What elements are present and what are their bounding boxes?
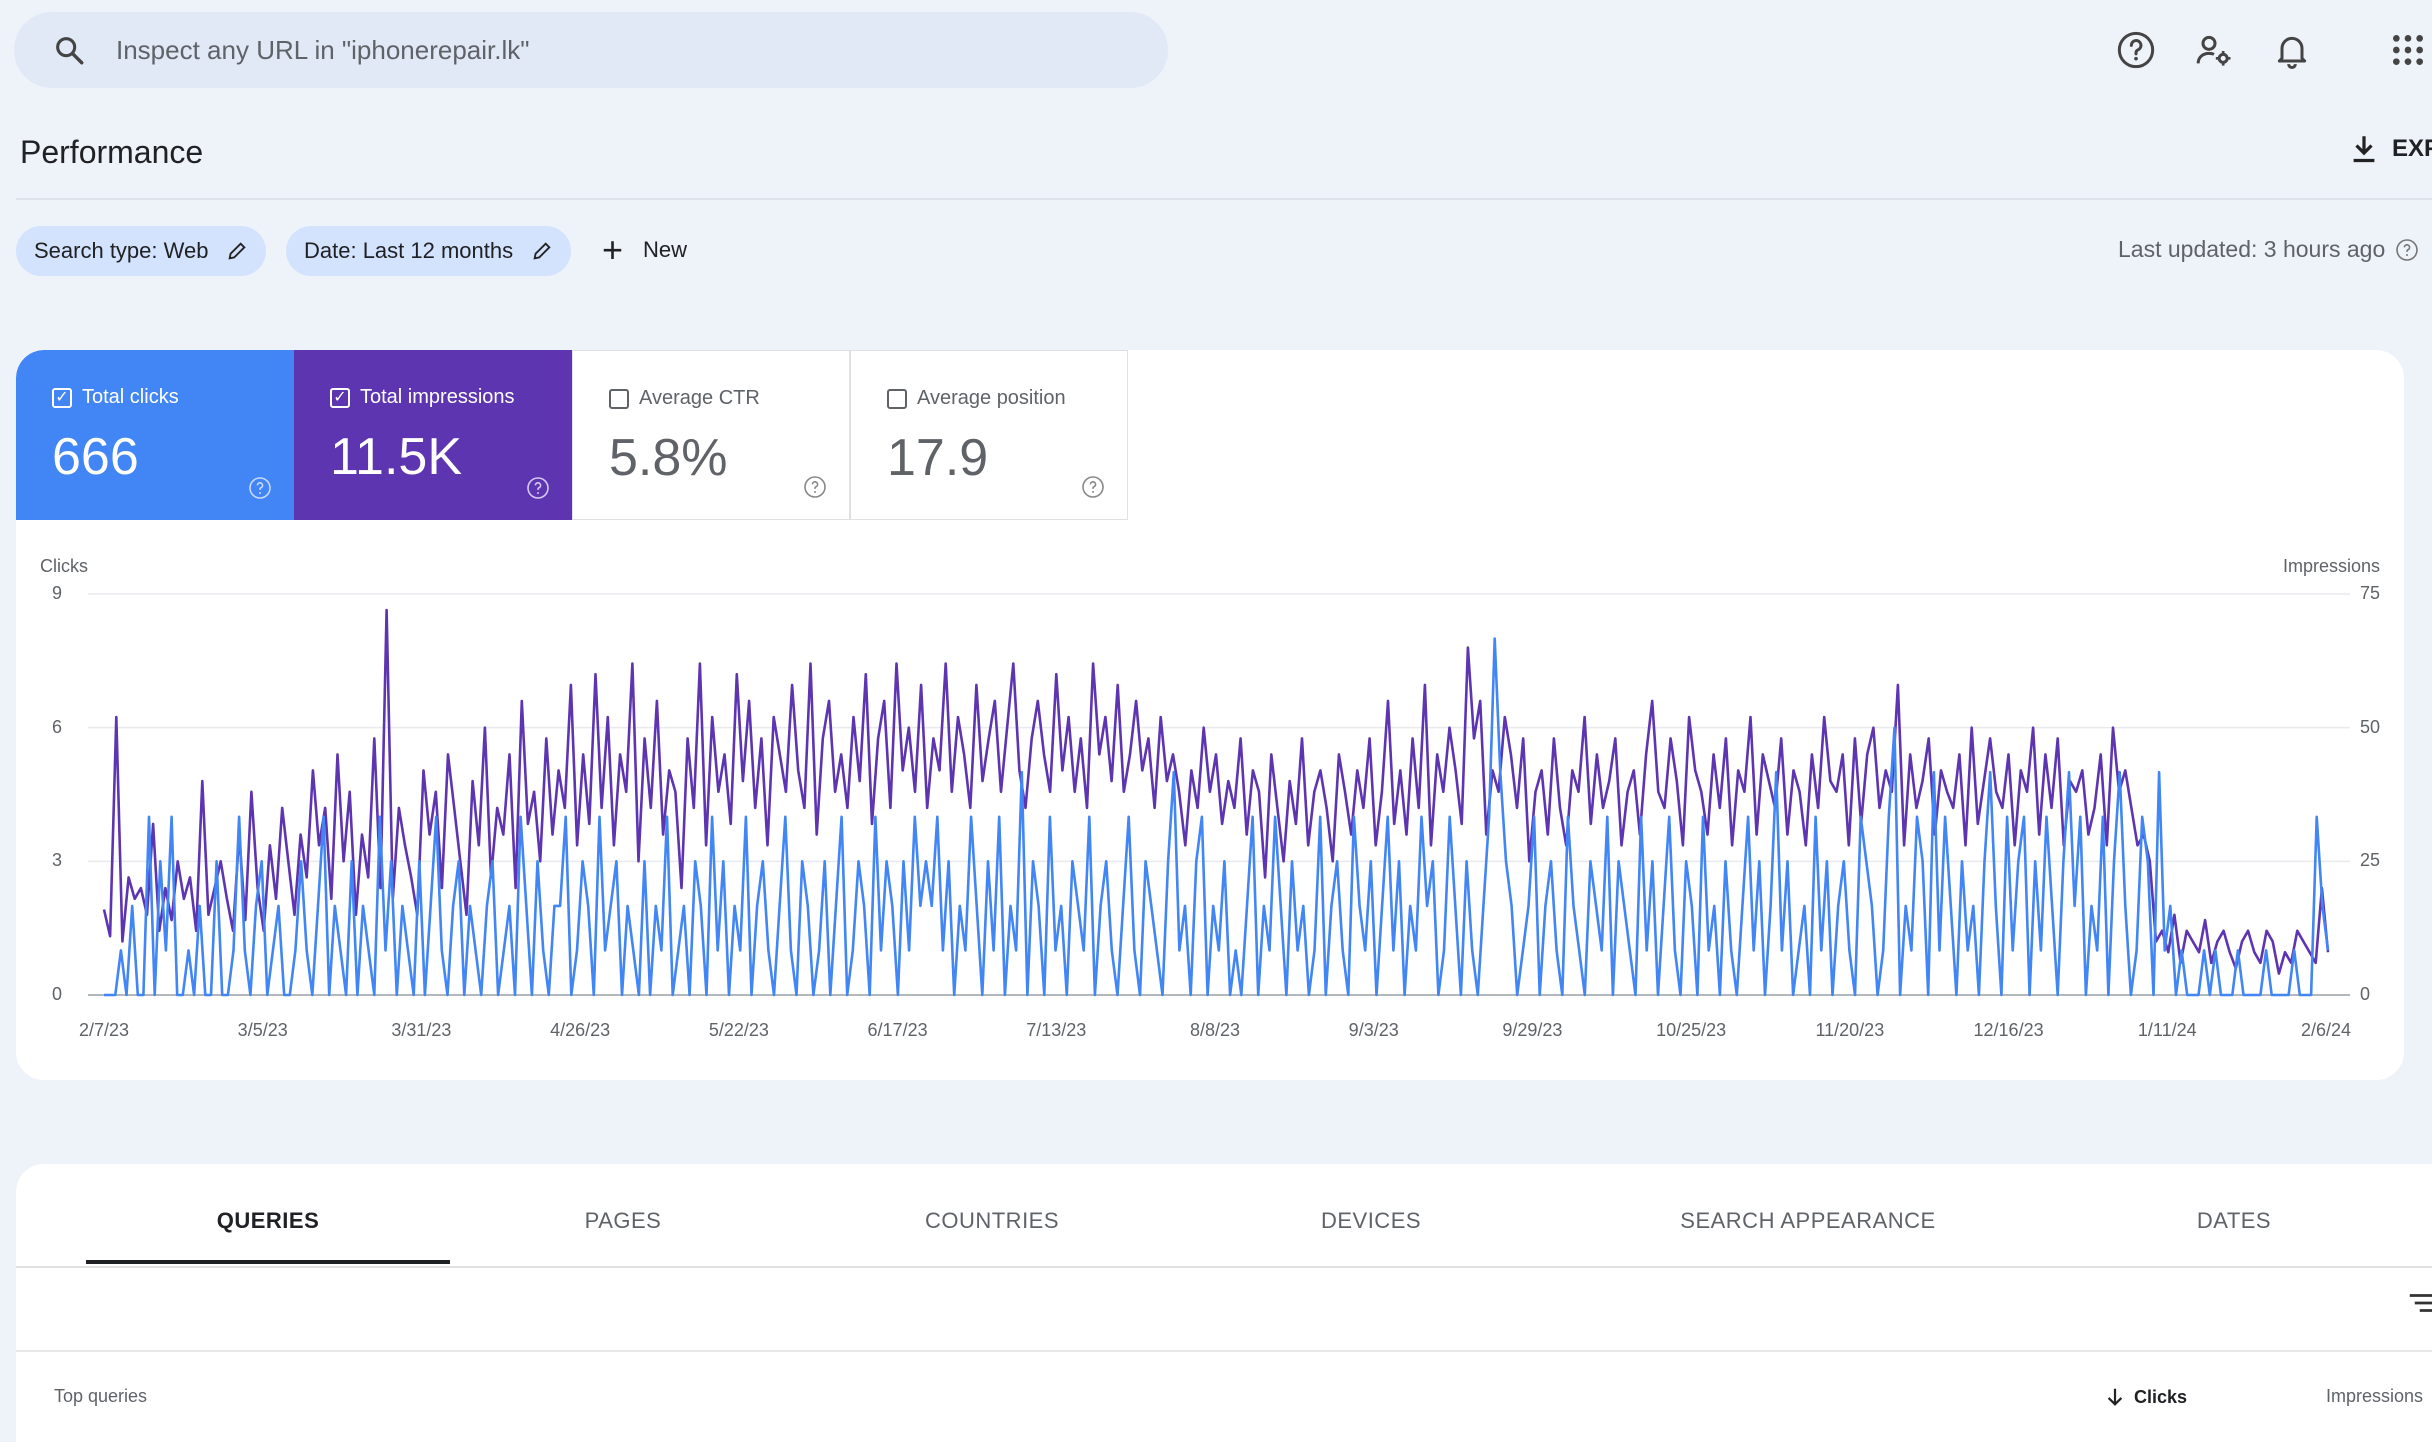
tab-search-appearance[interactable]: SEARCH APPEARANCE bbox=[1680, 1208, 1936, 1233]
left-y-tick: 9 bbox=[52, 583, 63, 603]
metric-value: 666 bbox=[52, 428, 139, 486]
x-tick-label: 10/25/23 bbox=[1656, 1020, 1727, 1040]
left-y-tick: 6 bbox=[52, 716, 63, 737]
x-tick-label: 4/26/23 bbox=[550, 1020, 611, 1040]
x-tick-label: 2/7/23 bbox=[78, 1020, 130, 1040]
edit-pencil-icon bbox=[533, 242, 551, 260]
x-tick-label: 5/22/23 bbox=[708, 1020, 769, 1040]
edit-pencil-icon bbox=[228, 242, 247, 260]
notifications-icon[interactable] bbox=[2272, 30, 2312, 70]
help-circle-icon[interactable] bbox=[1081, 475, 1105, 499]
column-header-clicks[interactable]: Clicks bbox=[2104, 1386, 2187, 1408]
metric-average-ctr[interactable]: Average CTR 5.8% bbox=[572, 350, 850, 520]
x-tick-label: 12/16/23 bbox=[1973, 1020, 2044, 1040]
last-updated-status: Last updated: 3 hours ago bbox=[2118, 236, 2419, 263]
help-circle-icon[interactable] bbox=[248, 476, 272, 500]
x-tick-label: 6/17/23 bbox=[867, 1020, 928, 1040]
metric-value: 11.5K bbox=[330, 428, 463, 486]
apps-grid-icon[interactable] bbox=[2388, 30, 2428, 70]
x-tick-label: 8/8/23 bbox=[1189, 1020, 1241, 1040]
tab-pages[interactable]: PAGES bbox=[584, 1208, 662, 1233]
metric-label: Total impressions bbox=[360, 386, 515, 408]
x-tick-label: 9/29/23 bbox=[1502, 1020, 1563, 1040]
x-tick-label: 9/3/23 bbox=[1348, 1020, 1399, 1040]
metric-total-clicks[interactable]: ✓ Total clicks 666 bbox=[16, 350, 294, 520]
column-header-impressions: Impressions bbox=[2326, 1386, 2424, 1406]
x-tick-label: 11/20/23 bbox=[1815, 1020, 1885, 1040]
metric-label: Total clicks bbox=[82, 386, 179, 408]
tab-countries[interactable]: COUNTRIES bbox=[924, 1208, 1060, 1233]
metric-total-impressions[interactable]: ✓ Total impressions 11.5K bbox=[294, 350, 572, 520]
date-range-label: Date: Last 12 months bbox=[304, 238, 514, 263]
performance-card: ✓ Total clicks 666 ✓ Total impressions 1… bbox=[16, 350, 2404, 1080]
x-tick-label: 7/13/23 bbox=[1026, 1020, 1087, 1040]
column-header-label: Clicks bbox=[2134, 1386, 2188, 1407]
filter-rows-icon[interactable] bbox=[2406, 1288, 2432, 1318]
help-icon[interactable] bbox=[2116, 30, 2156, 70]
left-y-tick: 0 bbox=[52, 984, 63, 1004]
checkbox-checked-icon[interactable]: ✓ bbox=[52, 387, 72, 408]
page-title: Performance bbox=[20, 134, 204, 170]
user-settings-icon[interactable] bbox=[2194, 30, 2234, 70]
date-range-chip[interactable]: Date: Last 12 months bbox=[286, 226, 572, 276]
download-icon bbox=[2353, 136, 2375, 163]
x-tick-label: 1/11/24 bbox=[2137, 1020, 2197, 1040]
plus-icon: + bbox=[602, 229, 624, 270]
search-type-chip[interactable]: Search type: Web bbox=[16, 226, 267, 276]
header-divider bbox=[16, 198, 2432, 200]
right-y-tick: 0 bbox=[2360, 984, 2371, 1004]
tab-devices[interactable]: DEVICES bbox=[1320, 1208, 1422, 1233]
x-tick-label: 3/5/23 bbox=[237, 1020, 288, 1040]
x-tick-label: 3/31/23 bbox=[391, 1020, 452, 1040]
left-axis-title: Clicks bbox=[40, 556, 88, 576]
metric-label: Average CTR bbox=[639, 387, 760, 409]
right-y-tick: 75 bbox=[2360, 583, 2381, 603]
right-y-tick: 50 bbox=[2360, 716, 2381, 737]
search-type-label: Search type: Web bbox=[34, 238, 209, 263]
last-updated-text: Last updated: 3 hours ago bbox=[2118, 236, 2386, 262]
search-icon bbox=[56, 37, 84, 65]
table-toolbar-divider bbox=[16, 1350, 2432, 1352]
tab-dates[interactable]: DATES bbox=[2196, 1208, 2272, 1233]
dimension-tabs-card: QUERIES PAGES COUNTRIES DEVICES SEARCH A… bbox=[16, 1164, 2432, 1442]
metric-average-position[interactable]: Average position 17.9 bbox=[850, 350, 1128, 520]
tab-queries[interactable]: QUERIES bbox=[216, 1208, 320, 1233]
right-y-tick: 25 bbox=[2360, 850, 2381, 871]
x-tick-label: 2/6/24 bbox=[2300, 1020, 2352, 1040]
metric-value: 5.8% bbox=[609, 429, 728, 487]
help-circle-icon[interactable] bbox=[2395, 238, 2419, 262]
help-circle-icon[interactable] bbox=[526, 476, 550, 500]
sort-down-arrow-icon bbox=[2107, 1388, 2123, 1406]
right-axis-title: Impressions bbox=[2282, 556, 2380, 576]
export-label: EXPORT bbox=[2392, 135, 2432, 162]
checkbox-unchecked-icon[interactable] bbox=[887, 388, 907, 409]
metric-label: Average position bbox=[917, 387, 1066, 409]
impressions-series-line bbox=[102, 608, 2330, 975]
checkbox-unchecked-icon[interactable] bbox=[609, 388, 629, 409]
left-y-tick: 3 bbox=[52, 850, 63, 871]
help-circle-icon[interactable] bbox=[803, 475, 827, 499]
clicks-series-line bbox=[104, 637, 2330, 997]
metric-value: 17.9 bbox=[887, 429, 989, 487]
active-tab-indicator bbox=[86, 1260, 450, 1264]
search-input[interactable] bbox=[116, 34, 1016, 66]
export-button[interactable]: EXPORT bbox=[2350, 134, 2432, 164]
new-filter-button[interactable]: + New bbox=[602, 232, 687, 268]
url-inspection-search[interactable] bbox=[14, 12, 1168, 88]
column-header-top-queries: Top queries bbox=[54, 1386, 148, 1406]
tabs-divider bbox=[16, 1266, 2432, 1268]
new-filter-label: New bbox=[643, 237, 688, 262]
checkbox-checked-icon[interactable]: ✓ bbox=[330, 387, 350, 408]
